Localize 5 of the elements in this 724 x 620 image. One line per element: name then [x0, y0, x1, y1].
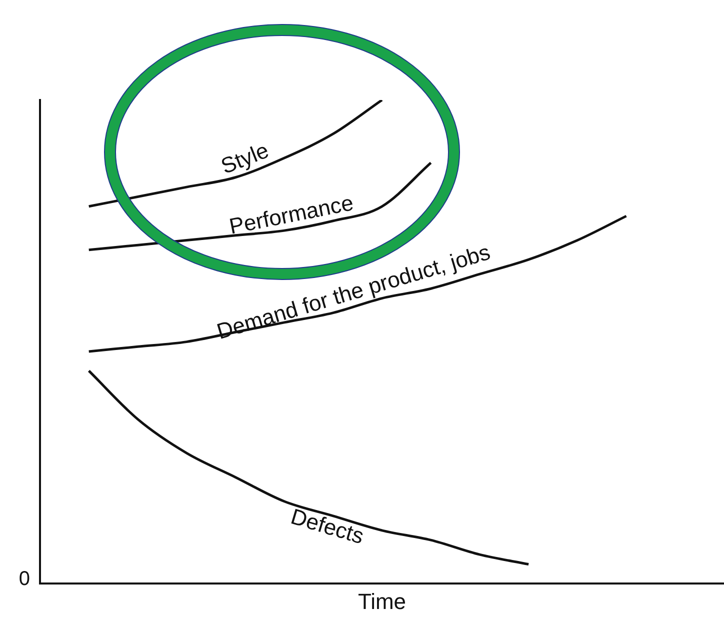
text: Performance [227, 190, 356, 239]
text: Style [217, 138, 272, 179]
text: Defects [288, 504, 367, 549]
x-axis-title: Time [358, 588, 406, 614]
text: 0 [18, 568, 30, 590]
